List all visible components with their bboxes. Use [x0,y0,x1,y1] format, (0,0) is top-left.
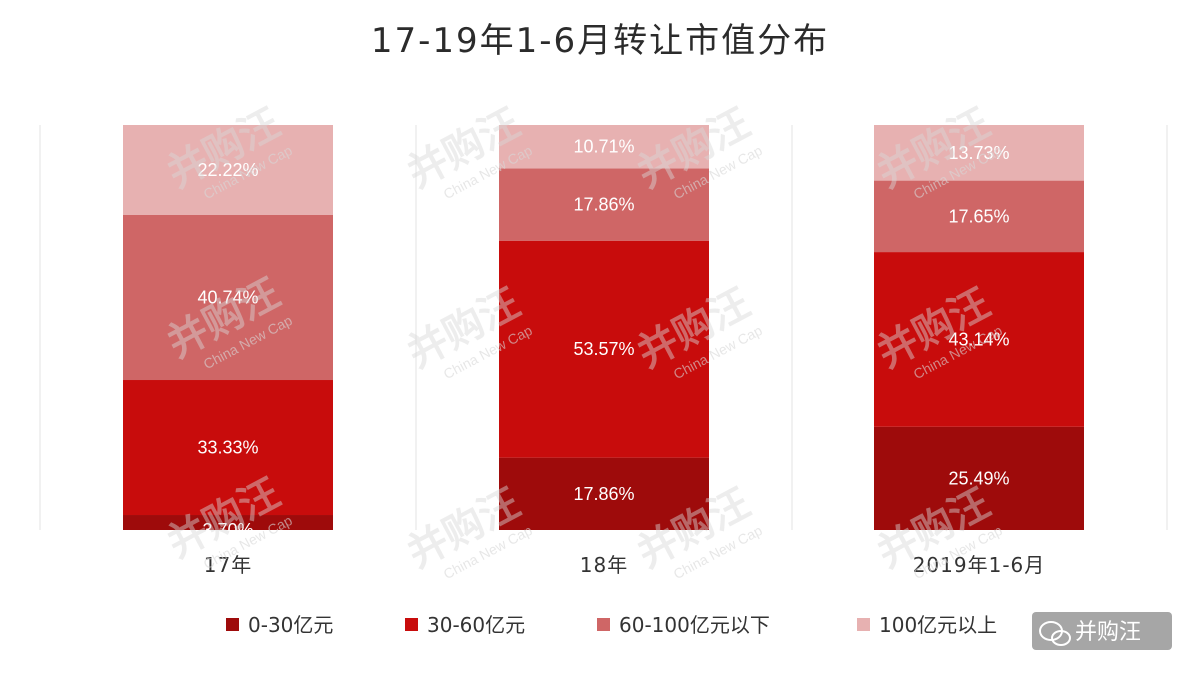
data-label-0-0: 3.70% [202,520,253,540]
legend-label-1: 30-60亿元 [427,613,525,637]
category-label-2: 2019年1-6月 [913,553,1046,577]
data-label-2-1: 43.14% [948,329,1009,349]
data-label-2-2: 17.65% [948,206,1009,226]
category-label-1: 18年 [580,553,628,577]
data-label-2-0: 25.49% [948,468,1009,488]
wechat-badge: 并购汪 [1032,612,1172,650]
wechat-icon [1039,621,1071,646]
legend-label-0: 0-30亿元 [248,613,333,637]
bar-segment-2-1 [874,252,1084,427]
data-label-1-3: 10.71% [573,137,634,157]
bar-segment-2-3 [874,125,1084,181]
data-label-2-3: 13.73% [948,143,1009,163]
data-labels-group: 3.70% 33.33% 40.74% 22.22% 17.86% 53.57% 17.86… [197,137,1009,540]
bar-segment-1-1 [499,240,709,458]
bar-segment-0-0 [123,515,333,530]
bar-segment-0-2 [123,215,333,381]
category-label-0: 17年 [204,553,252,577]
legend-label-2: 60-100亿元以下 [619,613,770,637]
bar-segment-2-0 [874,426,1084,530]
bar-segment-0-3 [123,125,333,215]
bars-group [123,125,1084,530]
legend-label-3: 100亿元以上 [879,613,997,637]
data-label-0-2: 40.74% [197,288,258,308]
legend-swatch-3 [857,618,870,631]
category-labels-group: 17年 18年 2019年1-6月 [204,553,1046,577]
legend-swatch-2 [597,618,610,631]
data-label-0-1: 33.33% [197,438,258,458]
chart-title: 17-19年1-6月转让市值分布 [371,21,829,61]
data-label-1-0: 17.86% [573,484,634,504]
bar-segment-1-2 [499,168,709,241]
legend: 0-30亿元 30-60亿元 60-100亿元以下 100亿元以上 [226,613,997,637]
category-dividers [39,125,1168,530]
bar-segment-1-0 [499,457,709,530]
data-label-0-3: 22.22% [197,160,258,180]
bar-segment-2-2 [874,180,1084,253]
data-label-1-1: 53.57% [573,339,634,359]
legend-swatch-0 [226,618,239,631]
badge-text: 并购汪 [1075,620,1141,645]
badge-background [1032,612,1172,650]
bar-segment-1-3 [499,125,709,169]
legend-swatch-1 [405,618,418,631]
bar-segment-0-1 [123,380,333,516]
data-label-1-2: 17.86% [573,195,634,215]
